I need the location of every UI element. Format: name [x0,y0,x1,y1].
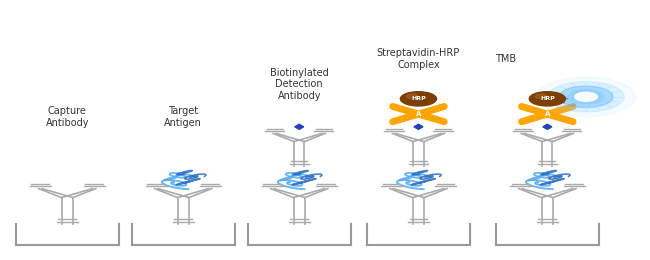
Text: Target
Antigen: Target Antigen [164,107,202,128]
Text: TMB: TMB [495,54,516,64]
Circle shape [559,86,613,107]
Circle shape [575,92,597,101]
Circle shape [548,82,625,112]
Polygon shape [294,124,304,129]
Text: HRP: HRP [540,96,554,101]
Text: A: A [545,111,550,117]
Circle shape [535,94,547,99]
Circle shape [536,77,636,116]
Text: Capture
Antibody: Capture Antibody [46,107,89,128]
Circle shape [400,92,437,106]
Text: HRP: HRP [411,96,426,101]
Circle shape [568,90,604,104]
Circle shape [529,92,566,106]
Text: Streptavidin-HRP
Complex: Streptavidin-HRP Complex [377,48,460,70]
Polygon shape [543,124,552,129]
Circle shape [406,94,418,99]
Text: Biotinylated
Detection
Antibody: Biotinylated Detection Antibody [270,68,329,101]
Text: A: A [416,111,421,117]
Polygon shape [414,124,423,129]
